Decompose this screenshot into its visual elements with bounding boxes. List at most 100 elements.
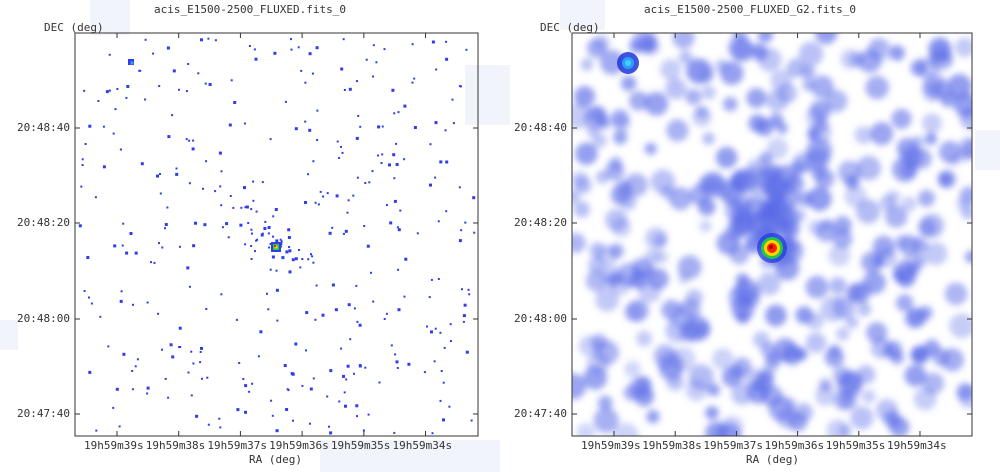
smoothed-blob: [895, 294, 914, 312]
count-pixel: [152, 52, 155, 55]
count-pixel: [107, 345, 110, 348]
smoothed-blob: [573, 201, 590, 218]
smoothed-blob: [901, 196, 917, 212]
count-pixel: [426, 325, 428, 328]
smoothed-blob: [617, 262, 642, 288]
smoothed-blob: [733, 357, 752, 377]
count-pixel: [343, 391, 346, 394]
smoothed-blob: [924, 241, 948, 266]
smoothed-blob: [896, 137, 918, 159]
smoothed-blob: [572, 103, 591, 129]
smoothed-blob: [685, 88, 702, 105]
sparse-image-plot[interactable]: [0, 0, 500, 472]
count-pixel: [81, 158, 84, 161]
count-pixel: [260, 233, 264, 237]
count-pixel: [439, 331, 442, 334]
count-pixel: [451, 98, 454, 101]
count-pixel: [95, 429, 98, 432]
count-pixel: [465, 350, 469, 354]
smoothed-blob: [889, 45, 905, 61]
smoothed-blob: [825, 89, 848, 113]
smoothed-blob: [870, 122, 894, 146]
right-image-panel: acis_E1500-2500_FLUXED_G2.fits_0 DEC (de…: [500, 0, 1000, 472]
count-pixel: [83, 89, 86, 92]
count-pixel: [290, 48, 293, 51]
count-pixel: [131, 388, 134, 391]
count-pixel: [188, 182, 191, 185]
smoothed-blob: [720, 61, 744, 85]
count-pixel: [307, 258, 310, 261]
count-pixel: [229, 195, 232, 197]
smoothed-blob: [580, 58, 594, 71]
count-pixel: [232, 206, 235, 209]
smoothed-blob: [962, 139, 972, 159]
count-pixel: [268, 246, 271, 249]
count-pixel: [353, 307, 356, 310]
count-pixel: [218, 417, 221, 420]
count-pixel: [440, 370, 443, 372]
smoothed-blob: [818, 378, 833, 392]
count-pixel: [329, 431, 333, 435]
smoothed-blob: [644, 91, 669, 116]
smoothed-blob: [910, 59, 928, 77]
count-pixel: [119, 148, 122, 151]
count-pixel: [353, 372, 355, 375]
count-pixel: [311, 72, 314, 75]
count-pixel: [287, 236, 291, 239]
count-pixel: [315, 284, 318, 287]
smoothed-blob: [808, 219, 824, 236]
smoothed-blob: [610, 109, 629, 128]
count-pixel: [228, 123, 232, 127]
count-pixel: [146, 301, 149, 304]
smoothed-blob: [891, 108, 912, 129]
smoothed-blob: [828, 344, 842, 357]
smoothed-blob: [792, 152, 814, 174]
ra-axis-label: RA (deg): [746, 453, 799, 466]
count-pixel: [305, 349, 307, 352]
smoothed-blob: [826, 419, 850, 436]
count-pixel: [136, 358, 139, 361]
count-pixel: [88, 370, 92, 374]
count-pixel: [437, 220, 440, 223]
count-pixel: [331, 283, 335, 287]
count-pixel: [413, 126, 417, 129]
y-tick-label: 20:48:40: [17, 121, 70, 134]
count-pixel: [338, 400, 341, 403]
count-pixel: [316, 139, 319, 141]
count-pixel: [220, 204, 223, 207]
count-pixel: [164, 377, 167, 380]
count-pixel: [335, 194, 339, 198]
smoothed-blob: [701, 85, 716, 100]
count-pixel: [166, 206, 169, 209]
count-pixel: [470, 419, 473, 422]
count-pixel: [460, 229, 463, 232]
count-pixel: [218, 151, 222, 155]
count-pixel: [244, 206, 247, 209]
smoothed-blob: [735, 273, 750, 287]
count-pixel: [146, 386, 150, 390]
count-pixel: [297, 46, 300, 49]
source-pixel: [130, 61, 134, 65]
smoothed-blob: [747, 381, 770, 404]
smoothed-image-plot[interactable]: [500, 0, 1000, 472]
smoothed-blob: [654, 249, 669, 264]
count-pixel: [355, 404, 359, 408]
count-pixel: [448, 405, 451, 408]
count-pixel: [192, 362, 195, 365]
count-pixel: [284, 100, 287, 103]
smoothed-blob: [917, 189, 936, 207]
smoothed-blob: [795, 306, 813, 324]
count-pixel: [233, 101, 237, 104]
count-pixel: [346, 211, 349, 214]
count-pixel: [311, 255, 314, 258]
background-ghost-panel: [560, 0, 605, 30]
count-pixel: [372, 300, 375, 303]
count-pixel: [364, 366, 367, 369]
smoothed-blob: [784, 397, 798, 411]
left-image-panel: acis_E1500-2500_FLUXED.fits_0 DEC (deg) …: [0, 0, 500, 472]
count-pixel: [108, 89, 111, 92]
count-pixel: [263, 227, 267, 230]
count-pixel: [342, 374, 345, 378]
smoothed-blob: [666, 119, 689, 142]
count-pixel: [150, 261, 152, 264]
